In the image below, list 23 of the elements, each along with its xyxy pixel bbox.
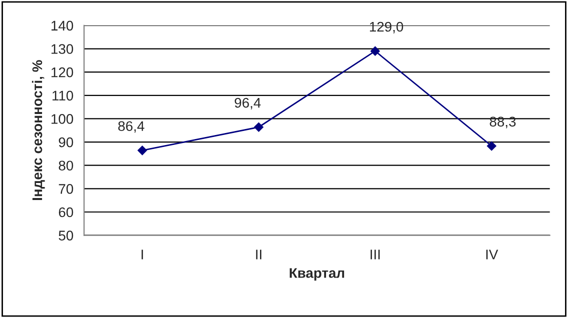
y-tick-label: 50 — [58, 230, 74, 240]
x-tick-label: I — [142, 250, 143, 260]
x-tick-label: IV — [486, 250, 498, 260]
y-tick-label: 120 — [52, 67, 74, 78]
data-label: 96,4 — [234, 98, 261, 110]
y-tick-label: 60 — [58, 207, 74, 218]
point — [138, 146, 147, 156]
point — [254, 122, 264, 132]
y-tick-label: 130 — [52, 44, 74, 54]
point — [370, 46, 380, 56]
x-tick-label: II — [256, 250, 262, 260]
y-tick-label: 100 — [52, 114, 74, 124]
x-axis-title: Квартал — [290, 268, 344, 281]
data-label: 86,4 — [118, 121, 144, 133]
data-label: 88,3 — [490, 116, 516, 128]
y-tick-label: 140 — [52, 20, 74, 31]
y-tick-label: 80 — [58, 160, 74, 171]
y-tick-label: 110 — [52, 90, 74, 101]
y-tick-label: 70 — [58, 184, 74, 194]
y-axis-title: Індекс сезонності, % — [32, 60, 45, 200]
y-tick-label: 90 — [58, 137, 74, 148]
x-tick-label: III — [370, 250, 380, 260]
point — [486, 141, 496, 151]
